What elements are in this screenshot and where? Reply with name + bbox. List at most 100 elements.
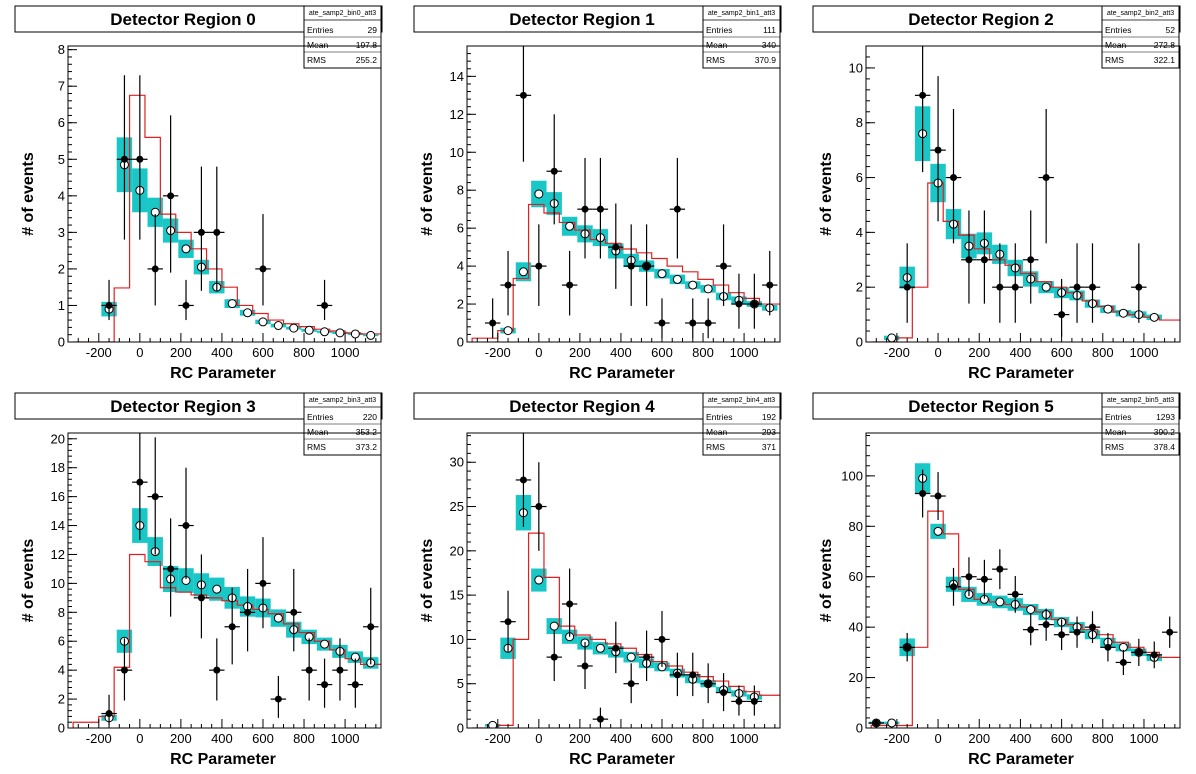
y-tick-label: 0 [856,721,863,736]
stats-mean-value: 390.2 [1154,427,1176,437]
y-tick-label: 15 [450,588,464,603]
x-tick-label: 400 [211,731,233,746]
data-point [627,680,635,688]
data-point [105,710,113,718]
stats-mean-value: 272.8 [1154,40,1176,50]
y-axis-title: # of events [818,152,835,236]
stats-name: ate_samp2_bin1_att3 [708,10,775,17]
data-point [1042,621,1050,629]
prediction-marker [933,526,943,536]
data-point [919,91,927,99]
x-axis-title: RC Parameter [569,365,675,382]
data-point [535,262,543,270]
prediction-marker [1118,308,1128,318]
x-tick-label: -200 [884,731,910,746]
plot-frame [67,45,382,343]
y-tick-label: 10 [450,145,464,160]
prediction-marker [1026,604,1036,614]
stats-mean-value: 340 [762,40,776,50]
data-point [305,666,313,674]
stats-box: ate_samp2_bin1_att3 Entries 111 Mean 340 RMS 3… [702,5,781,69]
prediction-marker [703,284,713,294]
stats-mean-label: Mean [1105,40,1127,50]
x-tick-label: 1000 [1130,731,1159,746]
stats-entries-value: 192 [762,412,776,422]
x-axis-title: RC Parameter [170,751,276,768]
data-point [136,478,144,486]
prediction-marker [995,597,1005,607]
x-tick-label: 200 [968,345,990,360]
x-tick-label: 800 [692,345,714,360]
prediction-marker [887,333,897,342]
data-point [965,256,973,264]
y-tick-label: 2 [58,692,65,707]
data-point [704,680,712,688]
stats-entries-label: Entries [1105,412,1131,422]
data-point [643,653,651,661]
x-tick-label: 1000 [730,731,759,746]
data-point [1011,590,1019,598]
data-point [934,146,942,154]
data-point [1058,631,1066,639]
stats-name: ate_samp2_bin5_att3 [1107,397,1174,404]
x-tick-label: 600 [252,731,274,746]
stats-rms-label: RMS [1105,55,1124,65]
y-tick-label: 4 [457,259,464,274]
data-point [151,265,159,273]
data-point [596,715,604,723]
stats-entries-value: 29 [368,25,378,35]
stats-rms-value: 371 [762,442,776,452]
stats-name: ate_samp2_bin0_att3 [309,10,376,17]
plot-area [472,433,780,728]
stats-entries-label: Entries [706,412,732,422]
data-point [274,695,282,703]
panel-2: Detector Region 2 ate_samp2_bin2_att3 Entr… [812,5,1181,382]
y-tick-label: 0 [457,335,464,350]
data-point [581,205,589,213]
y-tick-label: 16 [51,489,65,504]
y-tick-label: 5 [58,152,65,167]
y-tick-label: 0 [457,721,464,736]
data-point [1058,311,1066,319]
x-tick-label: 0 [934,731,941,746]
stats-mean-label: Mean [706,40,728,50]
stats-entries-label: Entries [307,25,333,35]
stats-rms-value: 378.4 [1154,442,1176,452]
x-axis-title: RC Parameter [968,751,1074,768]
mc-histogram-line [871,182,1180,342]
stats-entries-value: 220 [363,412,377,422]
data-point [750,300,758,308]
data-point [105,301,113,309]
data-point [996,565,1004,573]
x-tick-label: 400 [610,731,632,746]
data-point [1088,623,1096,631]
data-point [903,643,911,651]
prediction-marker [212,584,222,594]
x-tick-label: 0 [535,345,542,360]
stats-mean-value: 197.8 [356,40,378,50]
y-tick-label: 8 [58,605,65,620]
y-tick-label: 100 [841,468,863,483]
data-point [566,600,574,608]
y-tick-label: 20 [849,670,863,685]
y-axis-title: # of events [818,539,835,623]
y-tick-label: 0 [58,721,65,736]
data-point [1119,658,1127,666]
data-point [996,283,1004,291]
stats-mean-value: 293 [762,427,776,437]
panel-1: Detector Region 1 ate_samp2_bin1_att3 Entr… [413,5,782,382]
stats-entries-value: 52 [1166,25,1176,35]
prediction-marker [335,328,345,338]
x-axis-title: RC Parameter [569,751,675,768]
stats-rms-value: 370.9 [755,55,777,65]
stats-rms-value: 255.2 [356,55,378,65]
data-point [950,174,958,182]
data-point [535,503,543,511]
data-point [182,522,190,530]
y-tick-label: 4 [58,188,65,203]
prediction-marker [181,244,191,254]
x-tick-label: 400 [211,345,233,360]
x-tick-label: 600 [252,345,274,360]
stats-rms-label: RMS [307,55,326,65]
